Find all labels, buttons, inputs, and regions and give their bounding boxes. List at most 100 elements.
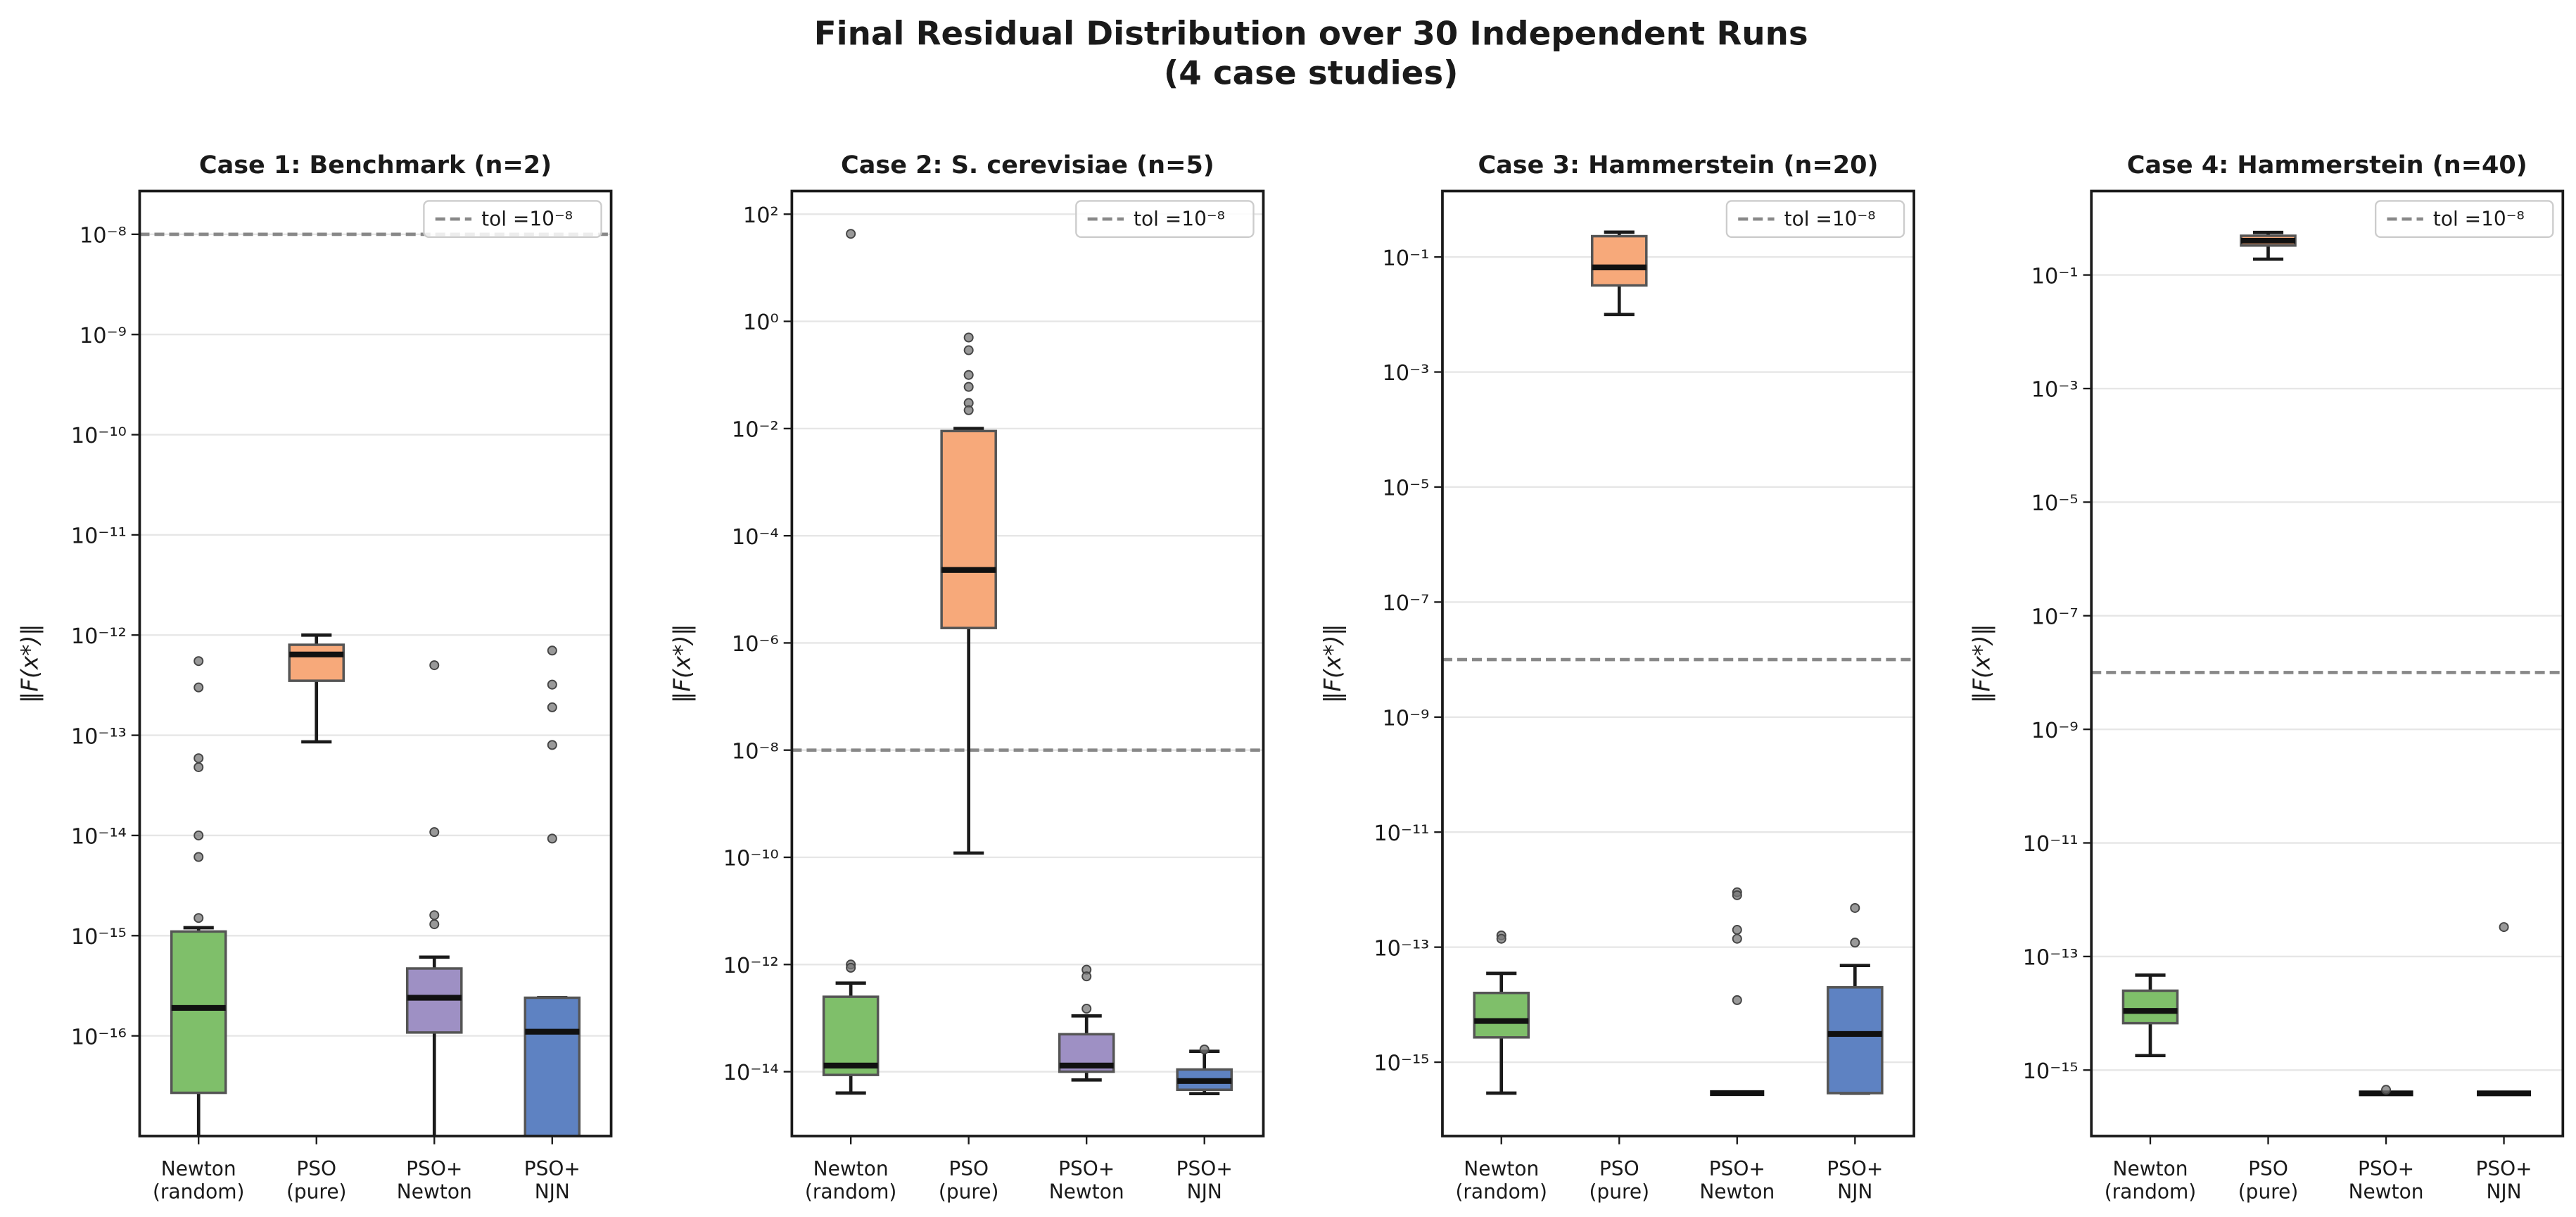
- flier: [2381, 1085, 2392, 1095]
- panel: 10⁻⁸ 10⁻⁹ 10⁻¹⁰ 10⁻¹¹ 10⁻¹² 10⁻¹³ 10⁻¹⁴ 10⁻¹⁵ 10…: [17, 151, 613, 1204]
- x-tick-label: PSO: [948, 1157, 989, 1180]
- x-tick-label: PSO: [296, 1157, 336, 1180]
- flier: [1732, 933, 1742, 944]
- x-tick-label: NJN: [1837, 1180, 1872, 1204]
- y-tick-label: 10⁻¹⁵: [2023, 1059, 2079, 1084]
- y-tick-label: 10⁻¹⁴: [71, 825, 127, 850]
- axes-frame: [2090, 189, 2565, 1137]
- y-tick-label: 10⁻¹: [2031, 264, 2079, 289]
- plot-background: [2091, 191, 2563, 1136]
- x-tick-label: Newton: [813, 1157, 889, 1180]
- flier: [846, 962, 856, 973]
- y-tick-label: 10⁻¹⁰: [71, 424, 127, 448]
- box: [1827, 986, 1884, 1095]
- y-tick-label: 10⁻¹⁵: [71, 925, 127, 950]
- flier: [547, 702, 557, 712]
- y-tick-label: 10⁻¹³: [1373, 936, 1429, 961]
- box: [1590, 234, 1648, 287]
- x-tick-label: (pure): [1590, 1180, 1650, 1204]
- legend-label: tol =10⁻⁸: [2433, 207, 2525, 230]
- x-tick-label: (random): [2105, 1180, 2196, 1204]
- flier: [963, 405, 974, 415]
- y-axis-label: ‖F(x*)‖: [669, 624, 696, 703]
- x-tick-label: PSO+: [1827, 1157, 1883, 1180]
- y-tick-label: 10⁻⁷: [1382, 591, 1429, 616]
- y-tick-label: 10⁻⁸: [732, 739, 779, 764]
- flier: [1732, 995, 1742, 1005]
- legend-label: tol =10⁻⁸: [481, 207, 573, 230]
- y-tick-label: 10⁻¹⁵: [1373, 1052, 1429, 1076]
- y-tick-label: 10⁻¹⁰: [723, 847, 779, 871]
- figure-title: Final Residual Distribution over 30 Inde…: [814, 15, 1808, 53]
- plot-area: [2091, 230, 2563, 1097]
- x-tick-label: (pure): [286, 1180, 347, 1204]
- y-tick-label: 10⁻¹¹: [2023, 832, 2079, 857]
- plot-area: [792, 229, 1264, 1096]
- legend-box: [1075, 200, 1255, 238]
- box: [288, 643, 345, 682]
- y-tick-label: 10⁻⁷: [2031, 605, 2079, 629]
- flier: [547, 740, 557, 750]
- box: [2121, 989, 2179, 1025]
- flier: [193, 753, 204, 764]
- panel-title: Case 2: S. cerevisiae (n=5): [841, 151, 1214, 179]
- figure-subtitle: (4 case studies): [1164, 55, 1459, 93]
- flier: [193, 852, 204, 862]
- x-tick-label: PSO+: [1176, 1157, 1233, 1180]
- y-axis-label: ‖F(x*)‖: [17, 624, 44, 703]
- x-tick-label: Newton: [2113, 1157, 2188, 1180]
- y-tick-label: 10⁻¹³: [71, 724, 127, 749]
- y-tick-label: 10⁻⁶: [732, 632, 779, 657]
- x-tick-label: PSO+: [524, 1157, 580, 1180]
- flier: [429, 827, 440, 838]
- x-tick-label: (pure): [2238, 1180, 2299, 1204]
- x-tick-label: PSO+: [2358, 1157, 2414, 1180]
- flier: [547, 645, 557, 656]
- flier: [2499, 922, 2509, 933]
- flier: [963, 370, 974, 380]
- flier: [963, 382, 974, 392]
- legend-label: tol =10⁻⁸: [1784, 207, 1876, 230]
- flier: [1850, 902, 1860, 913]
- flier: [193, 762, 204, 772]
- x-tick-label: Newton: [397, 1180, 472, 1204]
- x-tick-label: (pure): [939, 1180, 999, 1204]
- legend-box: [1725, 200, 1905, 238]
- flier: [547, 833, 557, 844]
- y-tick-label: 10⁻¹: [1382, 246, 1429, 271]
- panel-title: Case 4: Hammerstein (n=40): [2127, 151, 2527, 179]
- x-tick-label: PSO+: [406, 1157, 462, 1180]
- x-tick-label: PSO+: [2475, 1157, 2532, 1180]
- box: [1473, 991, 1530, 1039]
- plot-area: [1442, 230, 1915, 1097]
- y-tick-label: 10⁻⁹: [2031, 719, 2079, 743]
- y-tick-label: 10⁰: [743, 310, 779, 335]
- flier: [429, 910, 440, 921]
- flier: [1850, 938, 1860, 948]
- x-tick-label: PSO+: [1709, 1157, 1765, 1180]
- y-tick-label: 10⁻¹²: [71, 624, 127, 649]
- y-tick-label: 10⁻¹⁴: [723, 1061, 779, 1085]
- y-tick-label: 10²: [743, 203, 779, 228]
- y-tick-label: 10⁻¹⁶: [71, 1025, 127, 1049]
- flier: [846, 229, 856, 239]
- panel: 10⁻¹ 10⁻³ 10⁻⁵ 10⁻⁷ 10⁻⁹ 10⁻¹¹ 10⁻¹³ 10⁻¹⁵ Newto…: [1319, 151, 1915, 1204]
- x-tick-label: PSO+: [1058, 1157, 1115, 1180]
- y-tick-label: 10⁻⁵: [2031, 491, 2079, 516]
- x-tick-label: (random): [153, 1180, 244, 1204]
- flier: [1732, 925, 1742, 935]
- plot-background: [1442, 191, 1915, 1136]
- y-tick-label: 10⁻³: [1382, 361, 1429, 386]
- x-tick-label: Newton: [1699, 1180, 1775, 1204]
- flier: [1732, 890, 1742, 900]
- flier: [429, 919, 440, 930]
- flier: [193, 656, 204, 667]
- legend-box: [2374, 200, 2554, 238]
- axes-frame: [1441, 189, 1915, 1137]
- panel: 10² 10⁰ 10⁻² 10⁻⁴ 10⁻⁶ 10⁻⁸ 10⁻¹⁰ 10⁻¹² 10⁻¹⁴ New…: [669, 151, 1265, 1204]
- x-tick-label: Newton: [161, 1157, 236, 1180]
- flier: [193, 913, 204, 923]
- y-tick-label: 10⁻⁴: [732, 525, 779, 550]
